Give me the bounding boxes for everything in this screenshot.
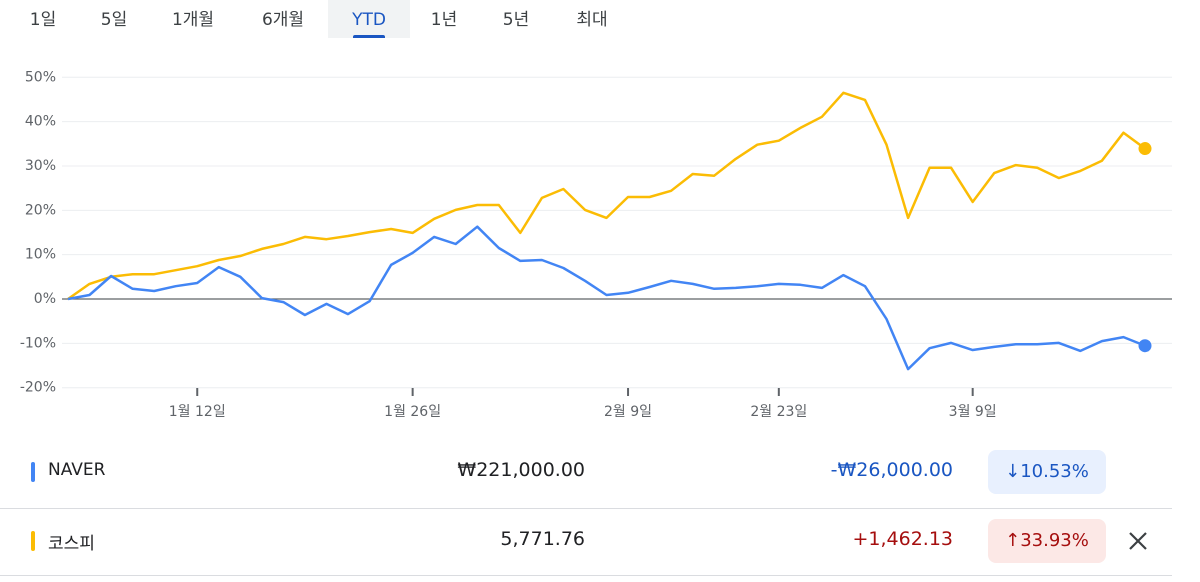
end-marker [1138, 339, 1152, 353]
x-tick-label: 2월 9일 [604, 404, 652, 420]
x-tick-label: 2월 23일 [750, 404, 807, 420]
comparison-row: NAVER ₩221,000.00 -₩26,000.00 ↓10.53% [0, 441, 1200, 503]
series-line [67, 91, 1146, 301]
x-tick-label: 1월 12일 [169, 404, 226, 420]
range-tab[interactable]: 1개월 [171, 10, 215, 30]
chart: 50% 40% 30% 20% 10% 0% -10% -20% 1월 12일 1월 26일 2월 … [20, 69, 1172, 420]
series-name: 코스피 [48, 534, 95, 554]
y-tick-label: 0% [34, 291, 56, 307]
series-color [31, 462, 35, 482]
range-tabs: 1일 5일 1개월 6개월 YTD 1년 5년 최대 [0, 0, 1200, 40]
remove-button[interactable] [1126, 529, 1150, 553]
range-tab[interactable]: 5일 [100, 10, 128, 30]
y-tick-label: 30% [25, 158, 56, 174]
range-tab[interactable]: 1년 [430, 10, 458, 30]
x-tick-label: 3월 9일 [949, 404, 997, 420]
range-tab[interactable]: 5년 [502, 10, 530, 30]
y-tick-label: -10% [20, 335, 56, 351]
range-tab[interactable]: YTD [328, 0, 410, 38]
range-tab[interactable]: 최대 [576, 10, 608, 30]
y-tick-label: 10% [25, 247, 56, 263]
y-tick-label: 20% [25, 202, 56, 218]
price: ₩221,000.00 [457, 459, 585, 481]
separator [0, 575, 1172, 576]
price: 5,771.76 [500, 528, 585, 550]
range-tab[interactable]: 6개월 [261, 10, 305, 30]
percent-badge: ↓10.53% [988, 450, 1106, 494]
y-tick-label: 50% [25, 69, 56, 85]
comparison-row: 코스피 5,771.76 +1,462.13 ↑33.93% [0, 510, 1200, 572]
y-tick-label: 40% [25, 114, 56, 130]
percent-badge: ↑33.93% [988, 519, 1106, 563]
range-tab[interactable]: 1일 [29, 10, 57, 30]
end-marker [1138, 142, 1152, 156]
change: -₩26,000.00 [830, 459, 953, 481]
x-tick-label: 1월 26일 [384, 404, 441, 420]
series-color [31, 531, 35, 551]
series-name: NAVER [48, 460, 106, 480]
change: +1,462.13 [852, 528, 953, 550]
y-tick-label: -20% [20, 380, 56, 396]
series-line [67, 225, 1146, 371]
separator [0, 508, 1172, 509]
